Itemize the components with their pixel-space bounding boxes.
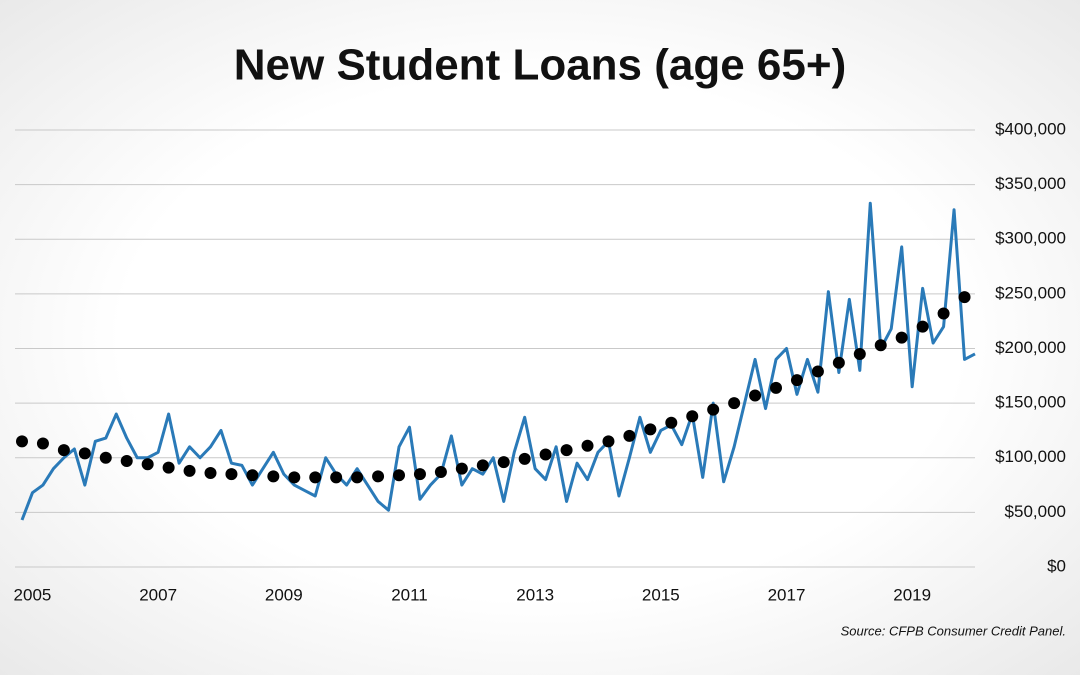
trend-dot xyxy=(602,435,615,448)
y-tick-label: $350,000 xyxy=(995,174,1066,193)
x-tick-label: 2013 xyxy=(516,585,554,604)
y-tick-label: $300,000 xyxy=(995,229,1066,248)
trend-dot xyxy=(162,461,175,474)
y-tick-label: $200,000 xyxy=(995,338,1066,357)
trend-dot xyxy=(413,468,426,481)
trend-dot xyxy=(832,356,845,369)
trend-dot xyxy=(790,374,803,387)
x-tick-label: 2015 xyxy=(642,585,680,604)
trend-dot xyxy=(225,468,238,481)
trend-dot xyxy=(895,331,908,344)
trend-dot xyxy=(393,469,406,482)
trend-dot xyxy=(246,469,259,482)
trend-dot xyxy=(497,456,510,469)
y-tick-label: $400,000 xyxy=(995,119,1066,138)
y-tick-label: $150,000 xyxy=(995,393,1066,412)
y-tick-label: $0 xyxy=(1047,556,1066,575)
trend-dot xyxy=(476,459,489,472)
trend-dot xyxy=(560,444,573,457)
trend-dot xyxy=(665,416,678,429)
trend-dot xyxy=(539,448,552,461)
trend-dot xyxy=(288,471,301,484)
trend-dot xyxy=(455,462,468,475)
x-tick-label: 2007 xyxy=(139,585,177,604)
source-note: Source: CFPB Consumer Credit Panel. xyxy=(841,623,1066,638)
data-line xyxy=(20,201,976,521)
trend-dot xyxy=(686,410,699,423)
x-tick-label: 2017 xyxy=(768,585,806,604)
y-tick-label: $250,000 xyxy=(995,283,1066,302)
y-tick-label: $50,000 xyxy=(1005,502,1066,521)
trend-dot xyxy=(770,381,783,394)
trend-dot xyxy=(581,439,594,452)
x-tick-label: 2005 xyxy=(14,585,52,604)
trend-dot xyxy=(78,447,91,460)
chart-title: New Student Loans (age 65+) xyxy=(234,41,846,90)
trend-dot xyxy=(57,444,70,457)
trend-dot xyxy=(811,365,824,378)
trend-dot xyxy=(267,470,280,483)
trend-dot xyxy=(644,423,657,436)
trend-dot xyxy=(309,471,322,484)
trend-dot xyxy=(36,437,49,450)
trend-dot xyxy=(707,403,720,416)
trend-dot xyxy=(330,471,343,484)
x-tick-label: 2019 xyxy=(893,585,931,604)
x-tick-label: 2009 xyxy=(265,585,303,604)
trend-dot xyxy=(372,470,385,483)
y-tick-label: $100,000 xyxy=(995,447,1066,466)
trend-dot xyxy=(351,471,364,484)
trend-dot xyxy=(874,339,887,352)
trend-dot xyxy=(141,458,154,471)
trend-dot xyxy=(183,464,196,477)
trend-dot xyxy=(937,307,950,320)
trend-dot xyxy=(853,347,866,360)
trend-dot xyxy=(120,455,133,468)
trend-dot xyxy=(204,467,217,480)
trend-dot xyxy=(434,465,447,478)
trend-dot xyxy=(623,429,636,442)
trend-dot xyxy=(99,451,112,464)
trend-dot xyxy=(728,397,741,410)
trend-dot xyxy=(16,435,28,448)
x-tick-label: 2011 xyxy=(391,585,428,604)
trend-dot xyxy=(958,291,971,304)
trend-dot xyxy=(916,320,929,333)
trend-dot xyxy=(749,389,762,402)
trend-dot xyxy=(518,452,531,465)
